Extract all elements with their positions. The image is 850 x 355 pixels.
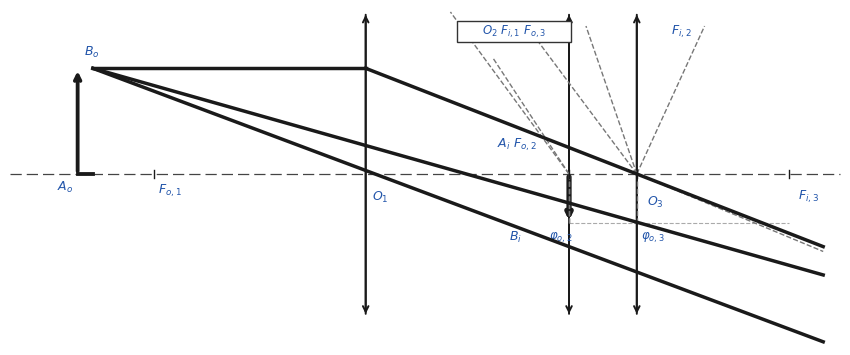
Text: $F_{o,1}$: $F_{o,1}$ [158,183,182,199]
Text: $\varphi_{o,2}$: $\varphi_{o,2}$ [549,230,572,245]
Text: $B_o$: $B_o$ [84,44,100,60]
Text: $F_{i,2}$: $F_{i,2}$ [671,24,691,40]
Text: $\varphi_{o,3}$: $\varphi_{o,3}$ [641,230,665,245]
Text: $A_i\ F_{o,2}$: $A_i\ F_{o,2}$ [497,136,536,153]
Text: $A_o$: $A_o$ [57,180,73,195]
Text: $O_3$: $O_3$ [647,195,664,210]
Text: $B_i$: $B_i$ [509,230,523,245]
Text: $F_{i,3}$: $F_{i,3}$ [798,189,819,205]
Text: $O_2\ F_{i,1}\ F_{o,3}$: $O_2\ F_{i,1}\ F_{o,3}$ [482,23,546,39]
Text: $O_1$: $O_1$ [372,190,389,205]
FancyBboxPatch shape [456,21,571,42]
